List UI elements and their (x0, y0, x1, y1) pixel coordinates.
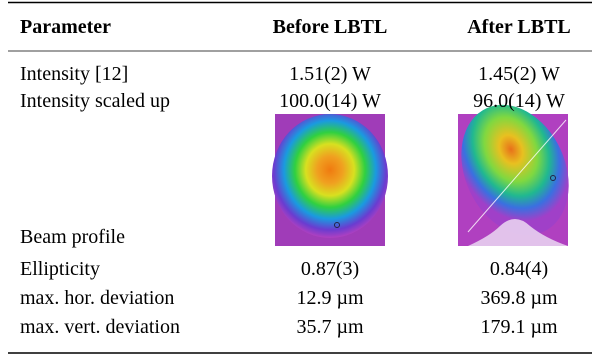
value-cell: 369.8 µm (480, 287, 558, 309)
value-cell: 0.87(3) (301, 258, 359, 280)
header-cell: After LBTL (467, 16, 571, 38)
label-cell: max. hor. deviation (20, 287, 174, 309)
beam-image-after (441, 87, 589, 253)
label-cell: Intensity scaled up (20, 90, 170, 112)
label-cell: max. vert. deviation (20, 316, 180, 338)
label-cell: Beam profile (20, 226, 125, 248)
value-cell: 96.0(14) W (473, 90, 565, 112)
value-cell: 100.0(14) W (279, 90, 381, 112)
table: Parameter Before LBTL After LBTL Intensity … (0, 0, 600, 356)
label-cell: Ellipticity (20, 258, 100, 280)
header-cell: Parameter (20, 16, 111, 38)
value-cell: 0.84(4) (490, 258, 548, 280)
value-cell: 1.45(2) W (478, 63, 560, 85)
value-cell: 12.9 µm (296, 287, 364, 309)
value-cell: 1.51(2) W (289, 63, 371, 85)
label-cell: Intensity [12] (20, 63, 128, 85)
header-cell: Before LBTL (273, 16, 388, 38)
beam-image-before (272, 114, 388, 246)
value-cell: 179.1 µm (480, 316, 558, 338)
value-cell: 35.7 µm (296, 316, 364, 338)
